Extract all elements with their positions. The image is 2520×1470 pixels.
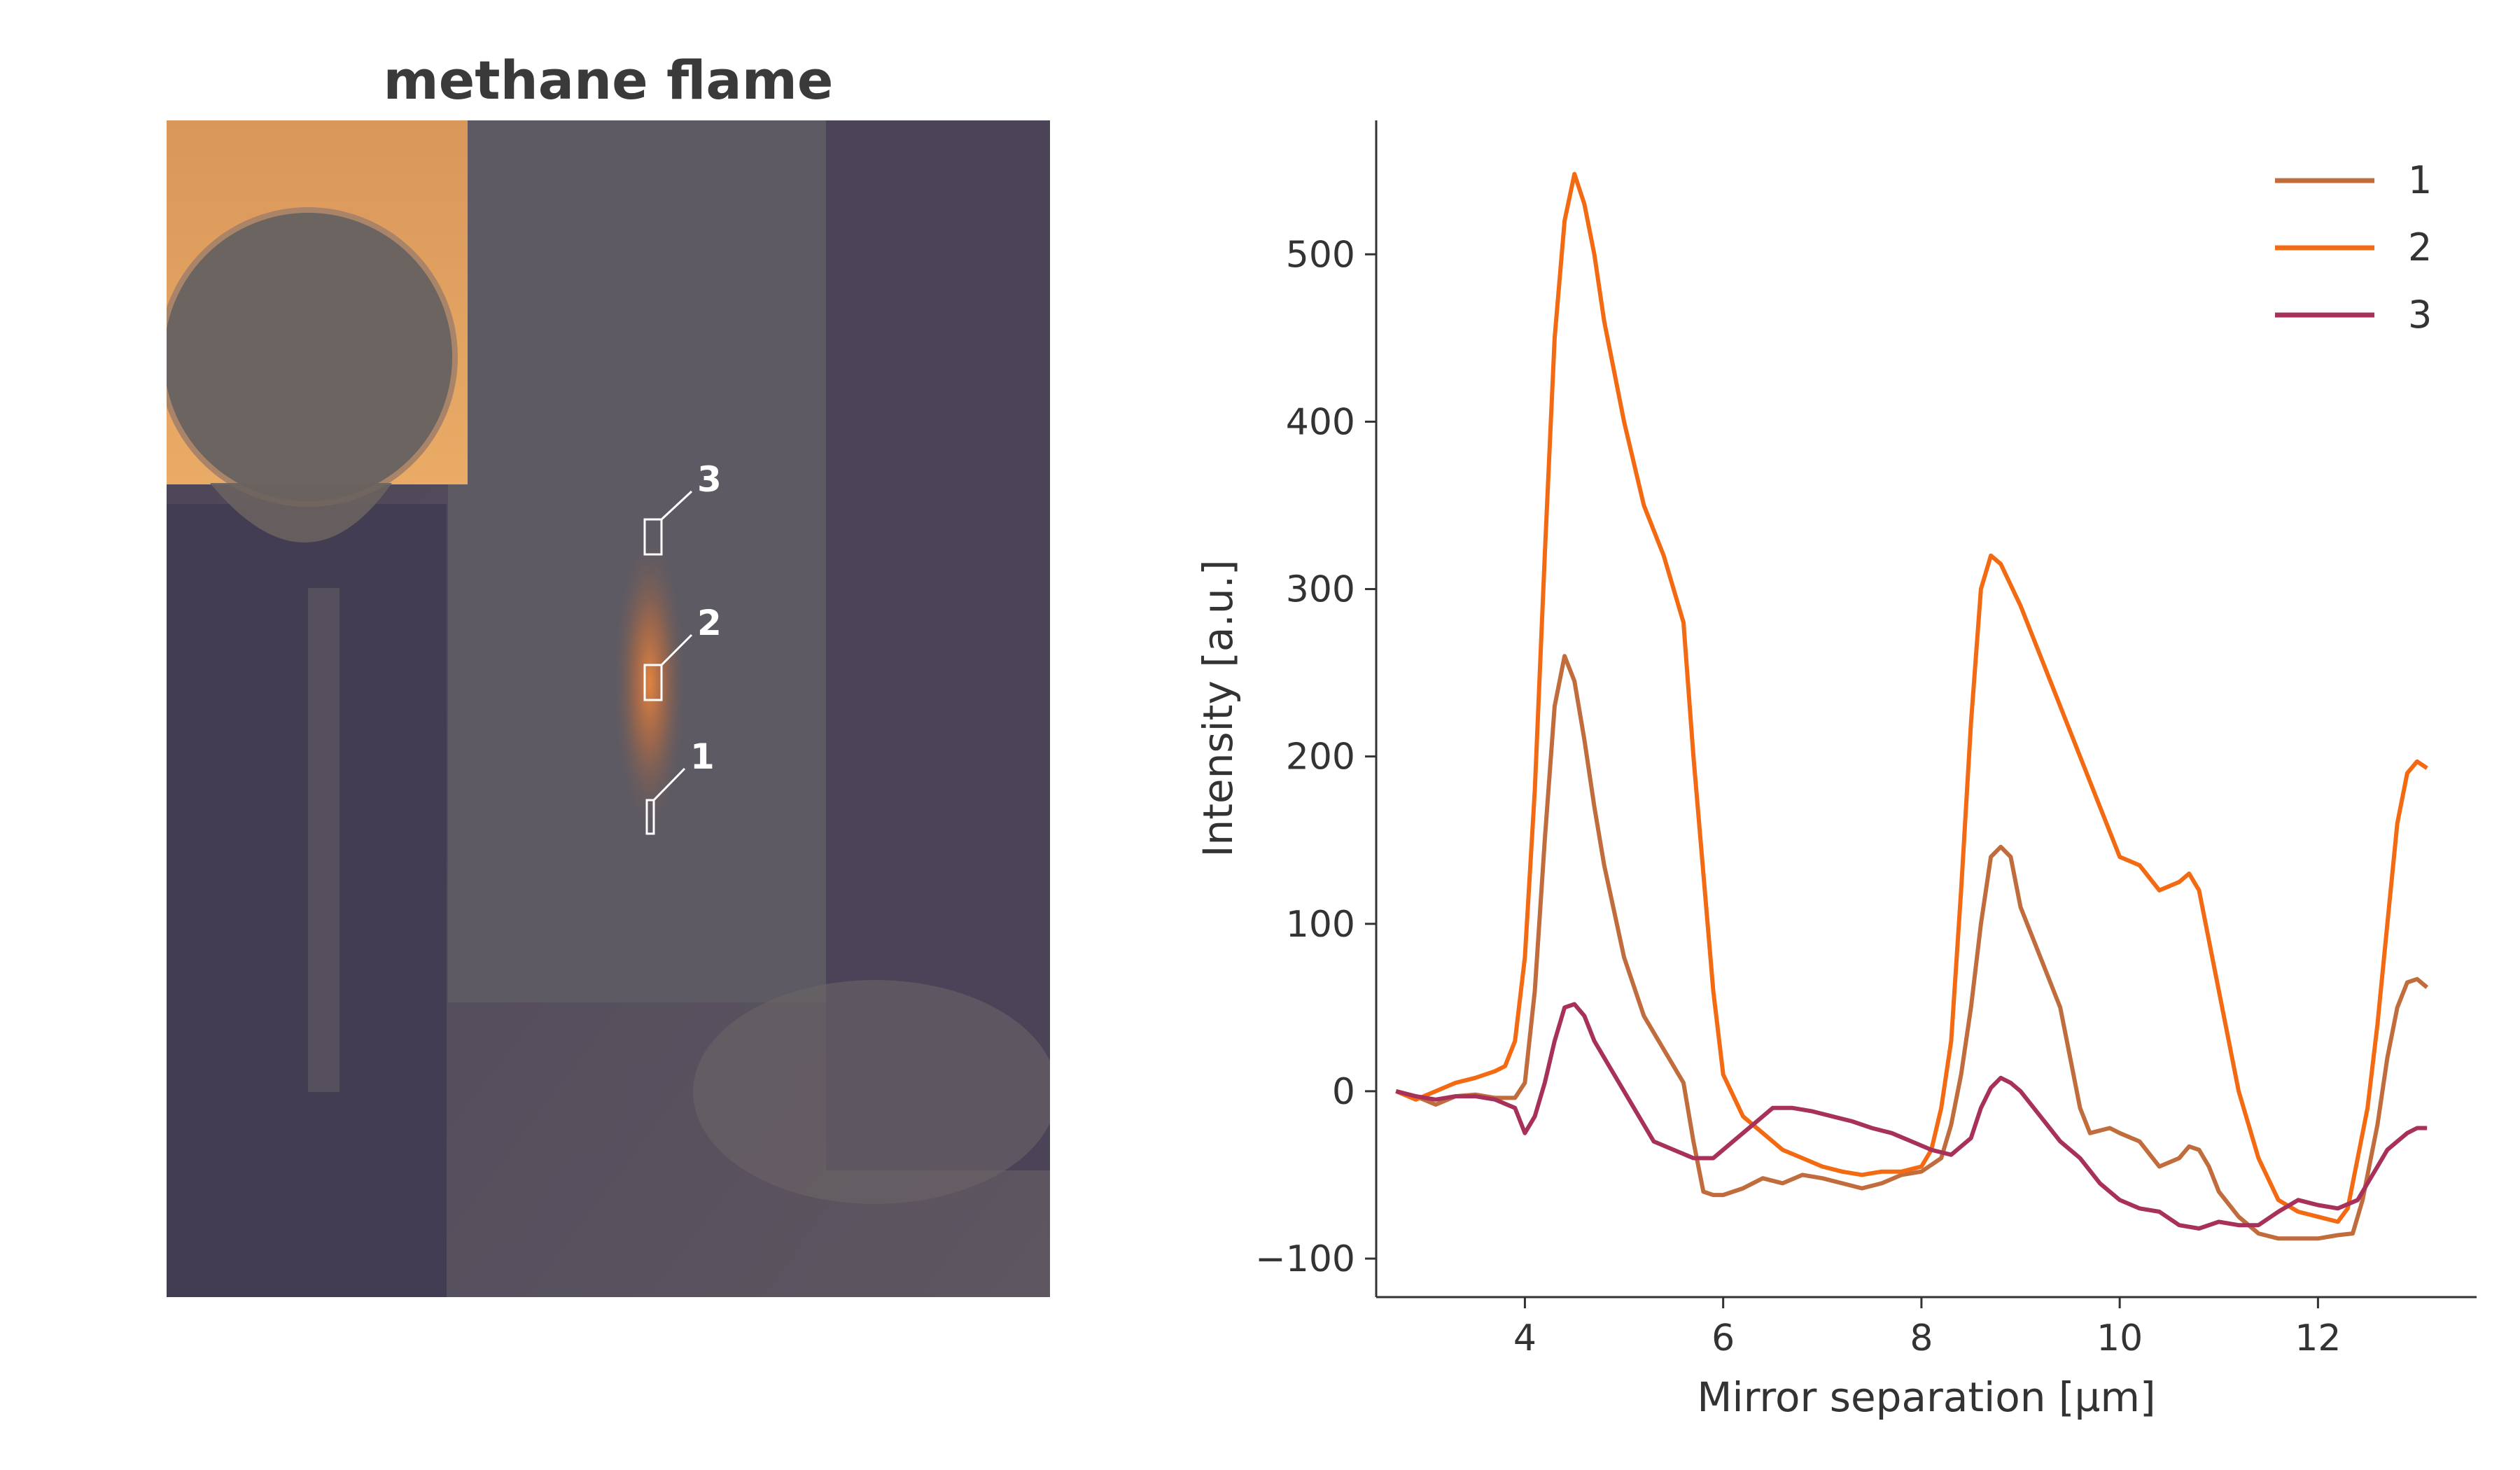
roi-marker-1: 1 <box>645 736 715 835</box>
y-tick-label: −100 <box>1255 1238 1355 1280</box>
roi-marker-3: 3 <box>643 459 722 556</box>
x-axis-label: Mirror separation [µm] <box>1697 1373 2155 1421</box>
series-lines <box>1395 172 2429 1241</box>
x-ticks: 4 6 8 10 12 <box>1513 1297 2341 1359</box>
roi-label-1: 1 <box>690 736 715 777</box>
legend: 1 2 3 <box>2275 158 2432 337</box>
flame-glow <box>613 536 686 830</box>
flame-image-panel: methane flame 3 2 <box>167 49 1050 1297</box>
roi-box-1 <box>645 799 655 835</box>
x-tick-label: 6 <box>1712 1317 1735 1359</box>
y-tick-label: 0 <box>1332 1071 1355 1113</box>
roi-label-3: 3 <box>697 459 722 500</box>
y-axis-label: Intensity [a.u.] <box>1194 559 1242 857</box>
legend-label-1: 1 <box>2408 158 2432 202</box>
roi-box-2 <box>643 664 663 701</box>
series-line-3 <box>1395 1002 2428 1231</box>
support-rod <box>308 588 340 1092</box>
y-tick-label: 400 <box>1286 401 1355 443</box>
series-line-1 <box>1395 654 2429 1241</box>
y-ticks: −100 0 100 200 300 400 500 <box>1255 234 1376 1280</box>
roi-label-2: 2 <box>697 603 722 643</box>
x-tick-label: 8 <box>1910 1317 1933 1359</box>
x-tick-label: 10 <box>2096 1317 2143 1359</box>
y-tick-label: 200 <box>1286 736 1355 778</box>
legend-label-3: 3 <box>2408 293 2432 337</box>
roi-box-3 <box>643 518 663 556</box>
y-tick-label: 100 <box>1286 904 1355 946</box>
x-tick-label: 4 <box>1513 1317 1536 1359</box>
image-title: methane flame <box>384 49 834 111</box>
roi-marker-2: 2 <box>643 603 722 701</box>
legend-label-2: 2 <box>2408 225 2432 270</box>
y-tick-label: 300 <box>1286 569 1355 611</box>
burner-lens <box>167 207 458 507</box>
x-tick-label: 12 <box>2295 1317 2341 1359</box>
y-tick-label: 500 <box>1286 234 1355 276</box>
